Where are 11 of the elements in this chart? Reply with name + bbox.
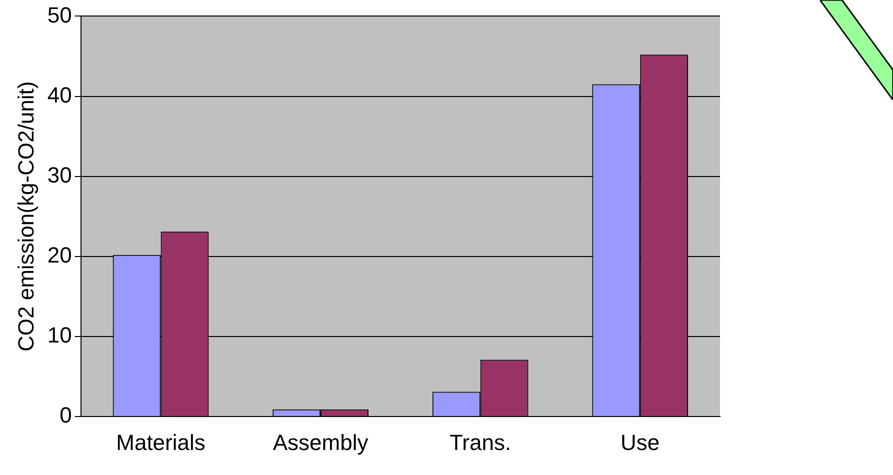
y-tick-label: 30 — [47, 162, 72, 188]
x-tick-label: Materials — [116, 430, 206, 455]
y-axis-title: CO2 emission(kg-CO2/unit) — [13, 81, 38, 352]
x-tick-label: Use — [620, 430, 660, 455]
y-tick-label: 0 — [60, 402, 72, 428]
y-tick-label: 10 — [47, 322, 72, 348]
y-tick-label: 40 — [47, 82, 72, 108]
y-tick-label: 20 — [47, 242, 72, 268]
x-tick-label: Assembly — [272, 430, 368, 455]
x-tick-label: Trans. — [450, 430, 512, 455]
y-tick-label: 50 — [47, 2, 72, 28]
